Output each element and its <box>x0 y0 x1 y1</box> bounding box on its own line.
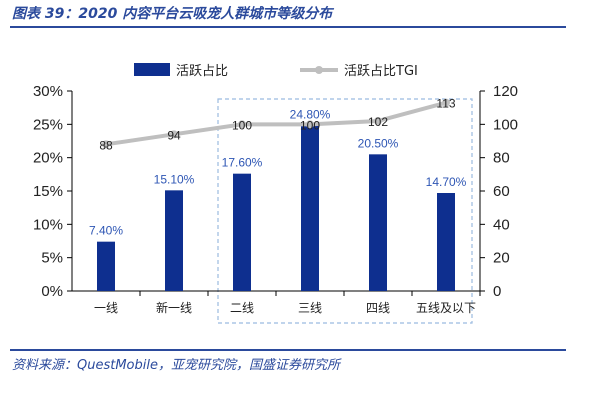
tgi-value-label: 102 <box>368 115 388 129</box>
right-tick-label: 80 <box>493 150 510 167</box>
bar-value-label: 20.50% <box>358 136 399 150</box>
tgi-value-label: 113 <box>436 97 455 111</box>
bar <box>165 190 183 291</box>
title-rule <box>10 26 566 28</box>
left-tick-label: 5% <box>41 250 63 267</box>
right-tick-label: 100 <box>493 116 518 133</box>
left-tick-label: 10% <box>33 216 63 233</box>
bar-value-label: 7.40% <box>89 224 123 238</box>
bar-value-label: 17.60% <box>222 156 263 170</box>
right-tick-label: 60 <box>493 183 510 200</box>
legend-line-label: 活跃占比TGI <box>344 64 418 79</box>
category-label: 二线 <box>230 301 254 315</box>
bar <box>369 154 387 291</box>
tgi-point <box>170 130 178 139</box>
left-tick-label: 25% <box>33 116 63 133</box>
source-rule <box>10 349 566 351</box>
highlight-box <box>217 98 473 324</box>
tgi-line <box>105 100 447 147</box>
bar <box>97 241 115 291</box>
right-tick-label: 0 <box>493 283 501 300</box>
legend-bar-swatch <box>134 63 170 76</box>
bar <box>301 125 319 292</box>
tgi-point <box>238 120 246 129</box>
legend-line-marker <box>315 66 323 74</box>
bar-value-label: 24.80% <box>290 108 331 122</box>
tgi-value-label: 94 <box>167 128 181 142</box>
bar <box>233 173 251 291</box>
left-tick-label: 20% <box>33 150 63 167</box>
right-tick-label: 40 <box>493 216 510 233</box>
category-label: 三线 <box>298 301 322 315</box>
right-tick-label: 20 <box>493 250 510 267</box>
figure-title: 图表 39：2020 内容平台云吸宠人群城市等级分布 <box>12 6 333 22</box>
tgi-value-label: 88 <box>99 138 113 152</box>
bar-value-label: 14.70% <box>426 175 467 189</box>
left-tick-label: 30% <box>33 83 63 100</box>
right-tick-label: 120 <box>493 83 518 100</box>
tgi-point <box>374 117 382 125</box>
bar-value-label: 15.10% <box>154 172 195 186</box>
tgi-point <box>306 120 314 129</box>
tgi-point <box>442 98 450 107</box>
tgi-point <box>102 140 110 149</box>
left-tick-label: 15% <box>33 183 63 200</box>
source-note: 资料来源：QuestMobile，亚宠研究院，国盛证券研究所 <box>12 358 340 373</box>
category-label: 新一线 <box>156 300 192 315</box>
bar <box>437 193 455 291</box>
tgi-value-label: 100 <box>300 118 320 132</box>
left-tick-label: 0% <box>41 283 63 300</box>
category-label: 五线及以下 <box>416 301 476 315</box>
category-label: 四线 <box>366 301 390 315</box>
tgi-value-label: 100 <box>232 118 252 132</box>
legend-bar-label: 活跃占比 <box>176 64 228 79</box>
category-label: 一线 <box>94 301 118 315</box>
